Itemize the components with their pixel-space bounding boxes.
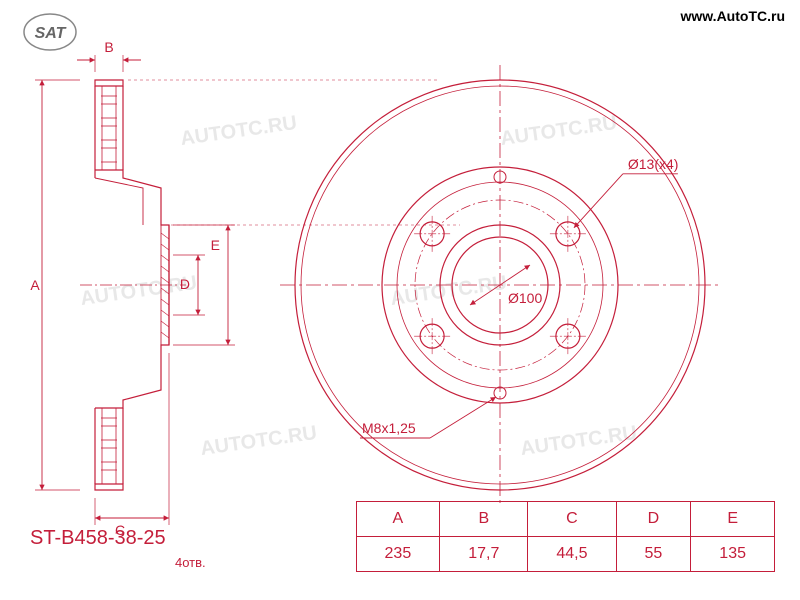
source-url: www.AutoTC.ru [681,8,785,24]
svg-text:D: D [180,276,190,292]
table-value-cell: 17,7 [440,537,528,572]
svg-text:Ø100: Ø100 [508,290,542,306]
callout-labels: Ø13(x4) Ø100 M8x1,25 [360,156,678,438]
table-values-row: 23517,744,555135 [356,537,774,572]
table-value-cell: 44,5 [528,537,616,572]
table-value-cell: 235 [356,537,440,572]
svg-text:Ø13(x4): Ø13(x4) [628,156,679,172]
disc-side-view [80,80,186,490]
svg-text:B: B [104,39,113,55]
table-header-cell: E [691,502,775,537]
table-header-cell: B [440,502,528,537]
table-header-cell: C [528,502,616,537]
dimensions-table: ABCDE 23517,744,555135 [356,501,775,572]
table-value-cell: 55 [616,537,691,572]
holes-count-note: 4отв. [175,555,206,570]
svg-text:M8x1,25: M8x1,25 [362,420,416,436]
part-number: ST-B458-38-25 [30,527,166,550]
svg-text:A: A [30,277,40,293]
table-header-cell: D [616,502,691,537]
drawing-container: SAT www.AutoTC.ru AUTOTC.RUAUTOTC.RUAUTO… [0,0,800,600]
svg-text:SAT: SAT [35,25,67,42]
table-value-cell: 135 [691,537,775,572]
svg-text:E: E [211,237,220,253]
table-header-row: ABCDE [356,502,774,537]
table-header-cell: A [356,502,440,537]
